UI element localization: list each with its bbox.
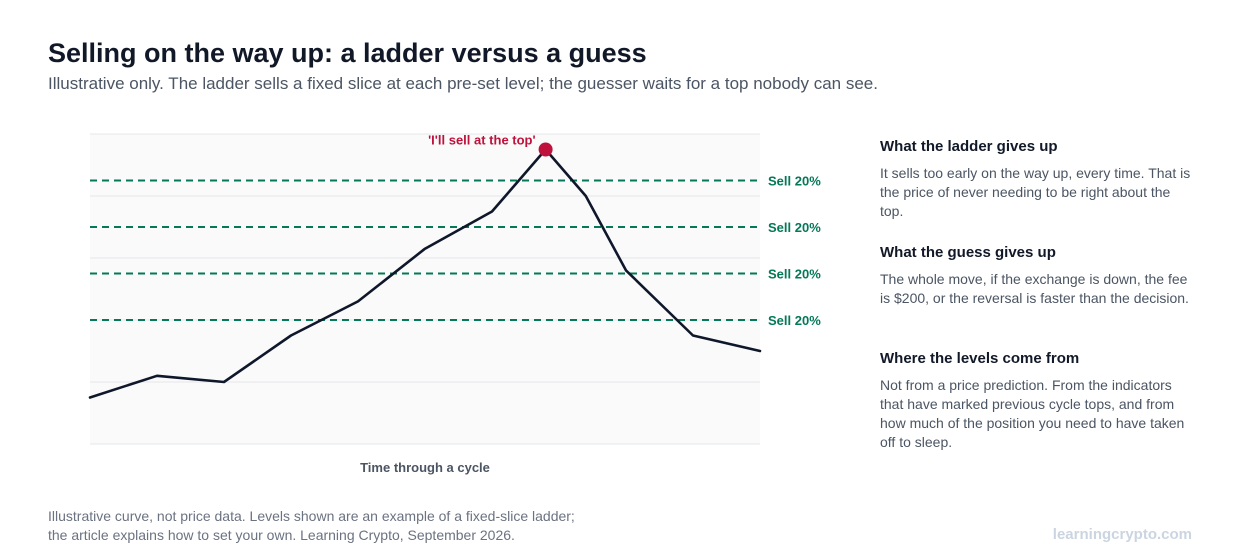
plot-area — [90, 134, 760, 444]
sidebar-section: What the guess gives up The whole move, i… — [880, 244, 1192, 308]
footnote-line: the article explains how to set your own… — [48, 527, 515, 543]
sidebar-text-line: The whole move, if the exchange is down,… — [880, 271, 1188, 287]
sidebar-text-line: the price of never needing to be right a… — [880, 184, 1171, 200]
sidebar-text: The whole move, if the exchange is down,… — [880, 270, 1192, 308]
sidebar-text-line: It sells too early on the way up, every … — [880, 165, 1191, 181]
sidebar-text-line: top. — [880, 203, 904, 219]
page-title: Selling on the way up: a ladder versus a… — [48, 38, 647, 68]
price-curve-line — [88, 148, 762, 399]
sidebar-text: Not from a price prediction. From the in… — [880, 376, 1192, 452]
sidebar-text-line: how much of the position you need to hav… — [880, 415, 1185, 431]
peak-annotation: 'I'll sell at the top' — [428, 133, 536, 148]
sidebar-heading: What the guess gives up — [880, 244, 1056, 261]
page-subtitle: Illustrative only. The ladder sells a fi… — [48, 74, 878, 93]
sidebar-text: It sells too early on the way up, every … — [880, 164, 1192, 221]
ladder-level-label: Sell 20% — [768, 267, 821, 282]
footnote: Illustrative curve, not price data. Leve… — [48, 507, 628, 545]
brand-link[interactable]: learningcrypto.com — [1052, 526, 1192, 543]
sidebar-section: Where the levels come from Not from a pri… — [880, 350, 1192, 452]
peak-marker — [538, 142, 553, 157]
sidebar-text-line: off to sleep. — [880, 434, 953, 450]
ladder-levels: Sell 20% Sell 20% Sell 20% Sell 20% — [90, 174, 821, 328]
footnote-line: Illustrative curve, not price data. Leve… — [48, 508, 575, 524]
sidebar-heading: Where the levels come from — [880, 350, 1080, 367]
sidebar-section: What the ladder gives up It sells too ear… — [880, 138, 1192, 221]
sidebar-text-line: Not from a price prediction. From the in… — [880, 377, 1172, 393]
x-axis-label: Time through a cycle — [360, 460, 490, 475]
ladder-level-label: Sell 20% — [768, 220, 821, 235]
ladder-chart: Sell 20% Sell 20% Sell 20% Sell 20% 'I'll s… — [88, 133, 821, 475]
sidebar-text-line: is $200, or the reversal is faster than … — [880, 290, 1189, 306]
ladder-level-label: Sell 20% — [768, 313, 821, 328]
sidebar-heading: What the ladder gives up — [880, 138, 1058, 155]
ladder-level-label: Sell 20% — [768, 174, 821, 189]
sidebar-text-line: that have marked previous cycle tops, an… — [880, 396, 1175, 412]
